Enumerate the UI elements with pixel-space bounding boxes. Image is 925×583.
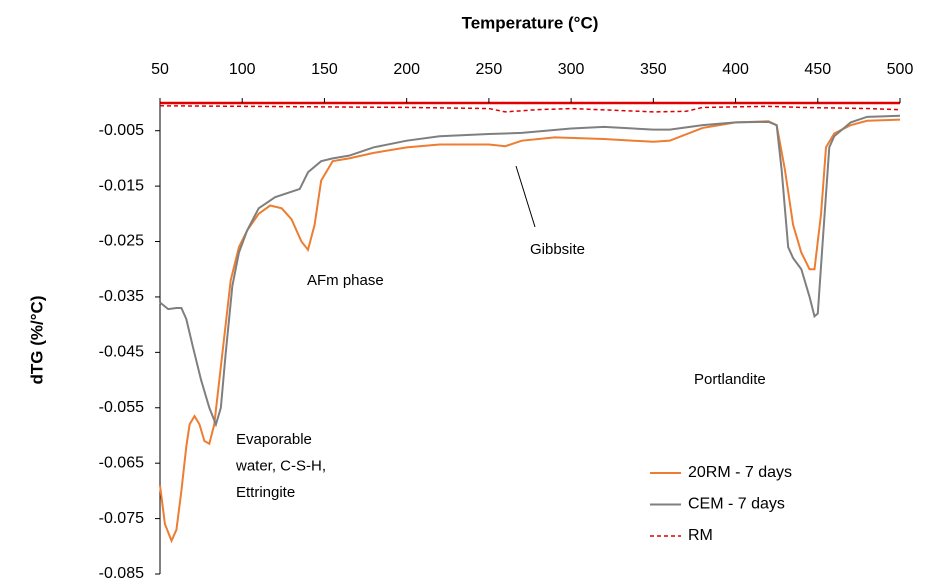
data-line bbox=[159, 105, 901, 113]
y-tick-label: -0.035 bbox=[99, 288, 144, 305]
x-tick-label: 100 bbox=[229, 61, 256, 78]
x-axis-label: Temperature (°C) bbox=[462, 13, 599, 32]
annotation: Evaporable bbox=[236, 431, 312, 448]
x-tick-label: 350 bbox=[640, 61, 667, 78]
y-tick-label: -0.015 bbox=[99, 177, 144, 194]
data-line bbox=[159, 114, 901, 428]
x-tick-label: 200 bbox=[393, 61, 420, 78]
y-tick-label: -0.065 bbox=[99, 454, 144, 471]
annotation-pointer bbox=[515, 165, 536, 228]
annotation: Ettringite bbox=[236, 484, 295, 501]
legend-label: 20RM - 7 days bbox=[688, 464, 792, 481]
annotation: water, C-S-H, bbox=[235, 457, 326, 474]
y-tick-label: -0.045 bbox=[99, 344, 144, 361]
y-tick-label: -0.055 bbox=[99, 399, 144, 416]
y-tick-label: -0.005 bbox=[99, 122, 144, 139]
x-tick-label: 50 bbox=[151, 61, 169, 78]
x-tick-label: 450 bbox=[804, 61, 831, 78]
y-tick-label: -0.085 bbox=[99, 565, 144, 582]
x-tick-label: 400 bbox=[722, 61, 749, 78]
y-tick-label: -0.025 bbox=[99, 233, 144, 250]
x-tick-label: 250 bbox=[476, 61, 503, 78]
legend-label: RM bbox=[688, 527, 713, 544]
annotation: Portlandite bbox=[694, 371, 766, 388]
legend-label: CEM - 7 days bbox=[688, 496, 785, 513]
y-axis-label: dTG (%/°C) bbox=[27, 296, 46, 385]
x-tick-label: 150 bbox=[311, 61, 338, 78]
x-tick-label: 500 bbox=[887, 61, 914, 78]
annotation: AFm phase bbox=[307, 272, 384, 289]
data-line bbox=[159, 118, 901, 544]
y-tick-label: -0.075 bbox=[99, 510, 144, 527]
annotation: Gibbsite bbox=[530, 241, 585, 258]
x-tick-label: 300 bbox=[558, 61, 585, 78]
